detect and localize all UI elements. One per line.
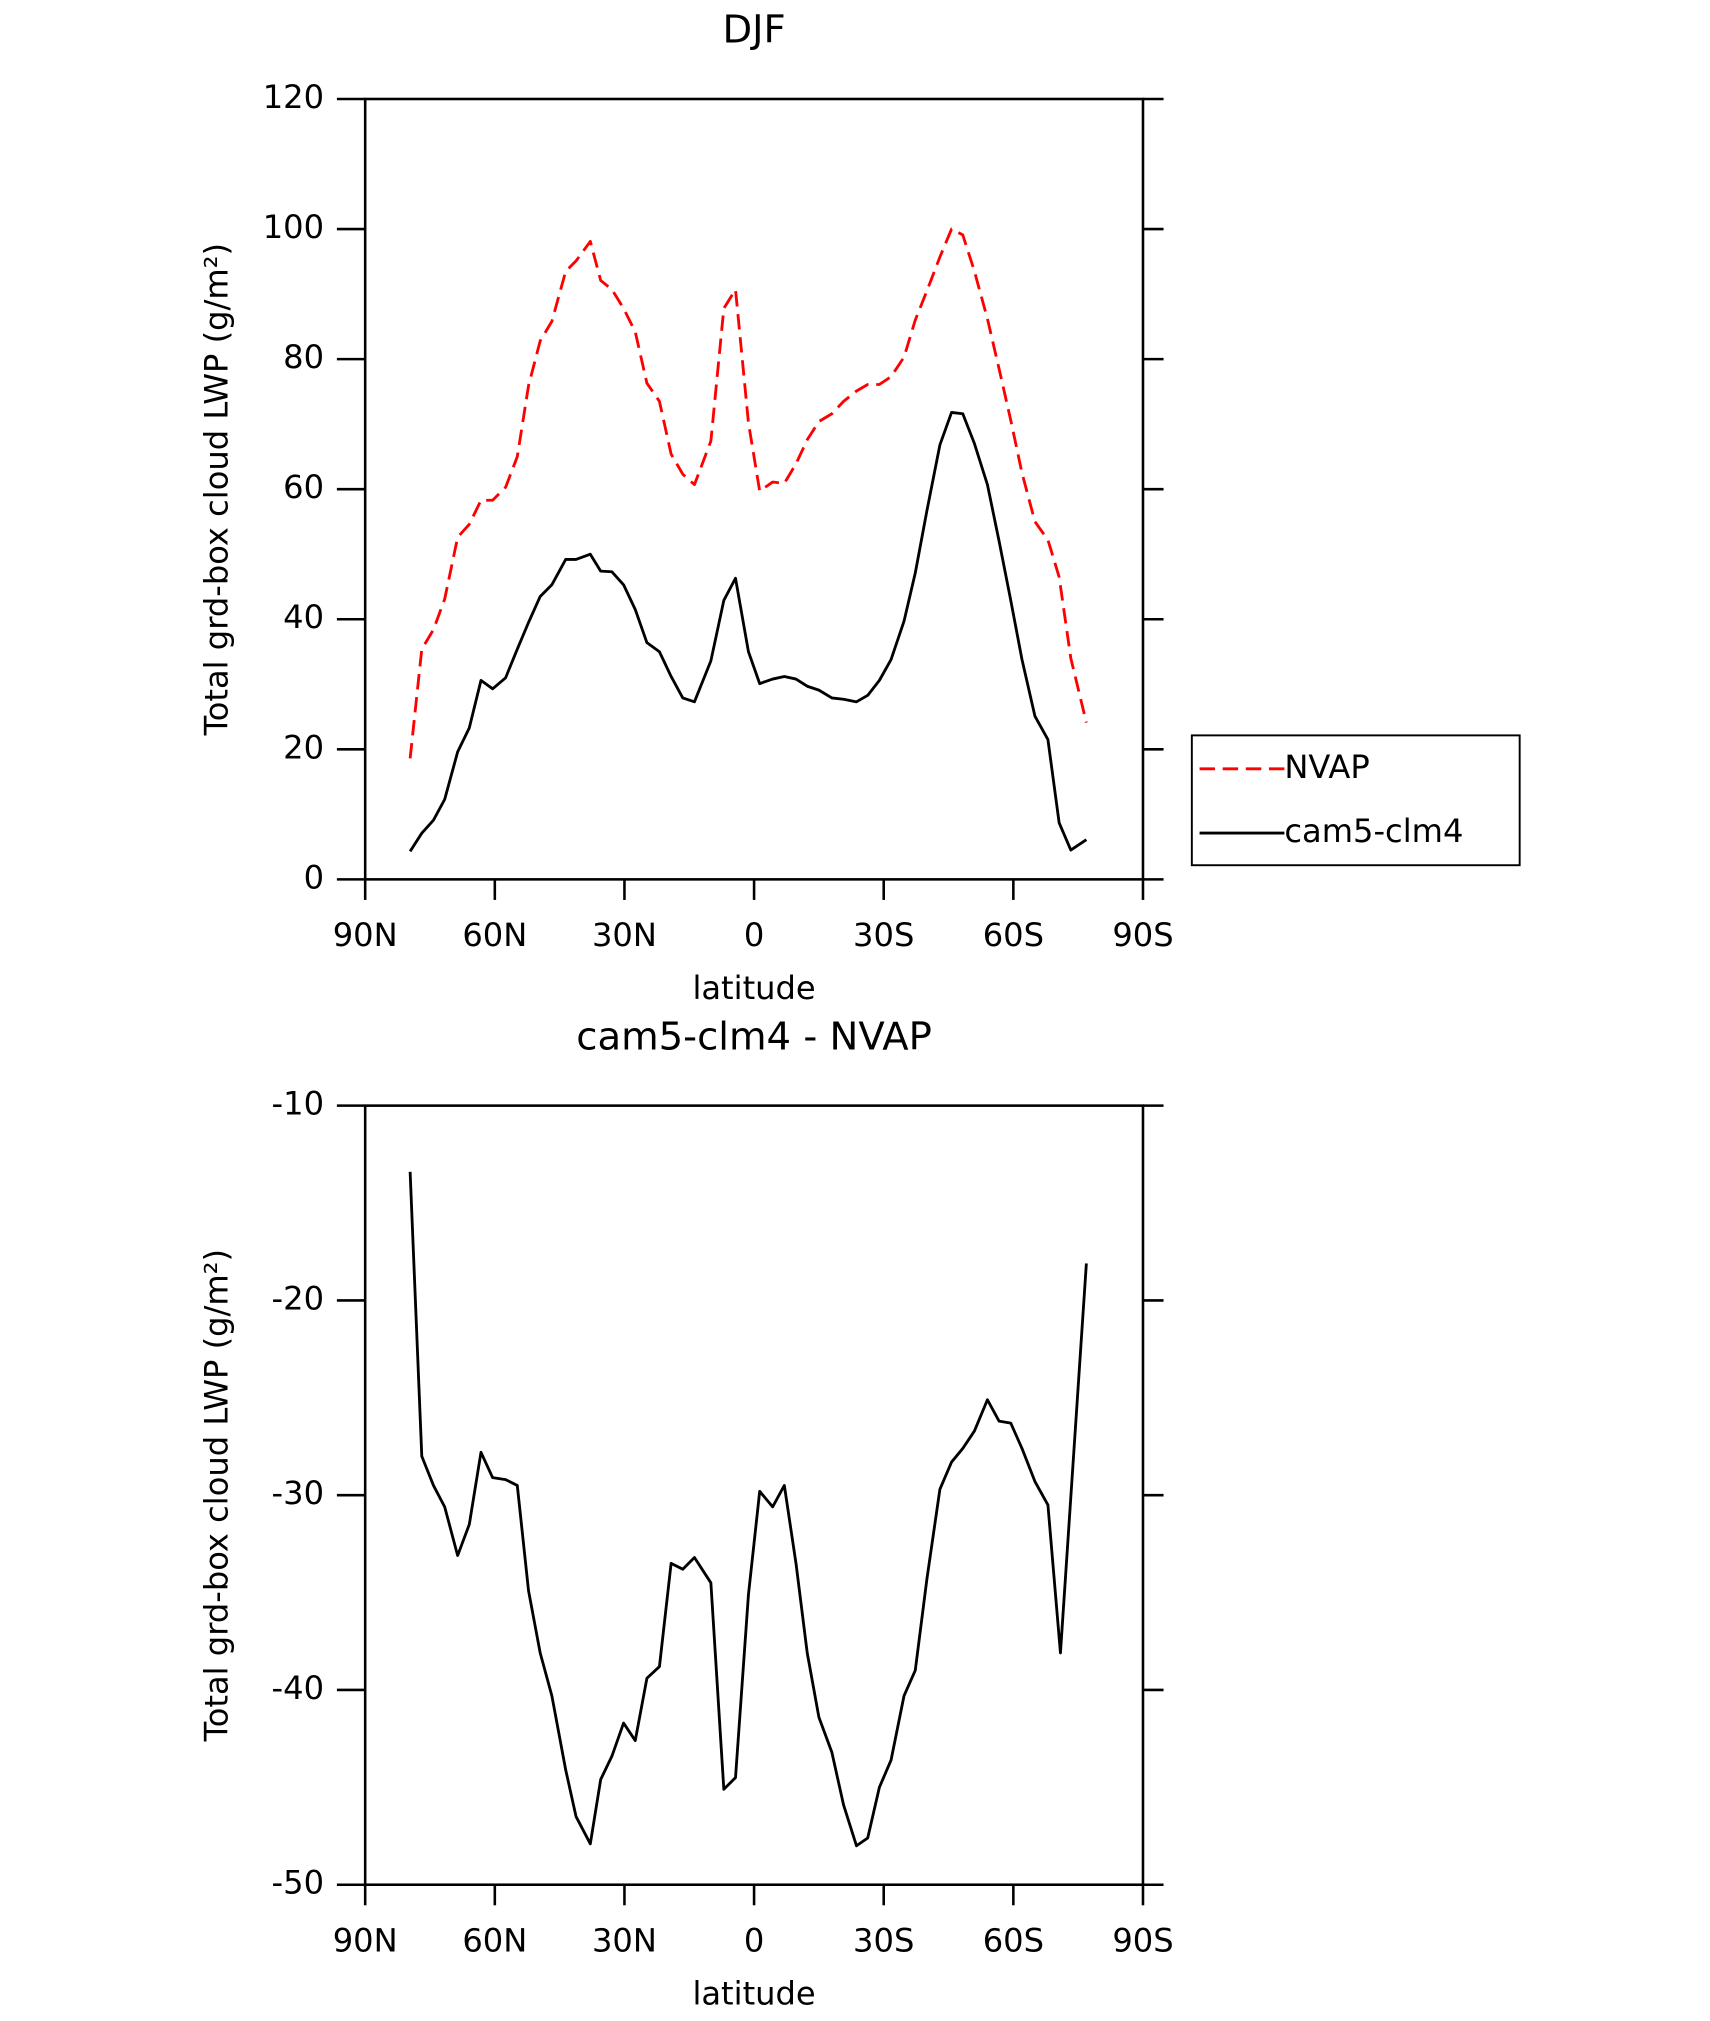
y-tick-label: 40 (283, 598, 324, 636)
y-tick-label: -40 (272, 1669, 324, 1707)
chart-title: DJF (722, 8, 785, 53)
x-axis-label: latitude (692, 1974, 815, 2012)
x-tick-label: 90S (1112, 1922, 1173, 1960)
x-tick-label: 90N (333, 1922, 398, 1960)
x-tick-label: 30N (592, 1922, 657, 1960)
x-tick-label: 90S (1112, 916, 1173, 954)
y-tick-label: -10 (272, 1085, 324, 1123)
x-tick-label: 30S (853, 1922, 914, 1960)
data-line (408, 227, 1088, 759)
x-tick-label: 30S (853, 916, 914, 954)
legend-box (1190, 734, 1521, 867)
chart-title: cam5-clm4 - NVAP (576, 1014, 932, 1059)
x-tick-label: 60N (462, 916, 527, 954)
x-tick-label: 30N (592, 916, 657, 954)
y-tick-label: 60 (283, 468, 324, 506)
x-tick-label: 60S (983, 916, 1044, 954)
legend-label: cam5-clm4 (1284, 812, 1463, 850)
x-tick-label: 60S (983, 1922, 1044, 1960)
y-axis-label: Total grd-box cloud LWP (g/m²) (198, 1249, 236, 1743)
x-tick-label: 0 (744, 916, 764, 954)
y-tick-label: 100 (263, 208, 324, 246)
data-line (408, 411, 1088, 853)
x-tick-label: 0 (744, 1922, 764, 1960)
y-axis-label: Total grd-box cloud LWP (g/m²) (198, 243, 236, 737)
plot-frame (363, 1104, 1145, 1887)
y-tick-label: -20 (272, 1279, 324, 1317)
x-tick-label: 90N (333, 916, 398, 954)
y-tick-label: 0 (304, 858, 324, 896)
y-tick-label: 120 (263, 78, 324, 116)
x-axis-label: latitude (692, 969, 815, 1007)
data-line (408, 1171, 1088, 1848)
legend-label: NVAP (1284, 748, 1369, 786)
y-tick-label: 20 (283, 728, 324, 766)
y-tick-label: -30 (272, 1474, 324, 1512)
y-tick-label: -50 (272, 1864, 324, 1902)
x-tick-label: 60N (462, 1922, 527, 1960)
y-tick-label: 80 (283, 338, 324, 376)
